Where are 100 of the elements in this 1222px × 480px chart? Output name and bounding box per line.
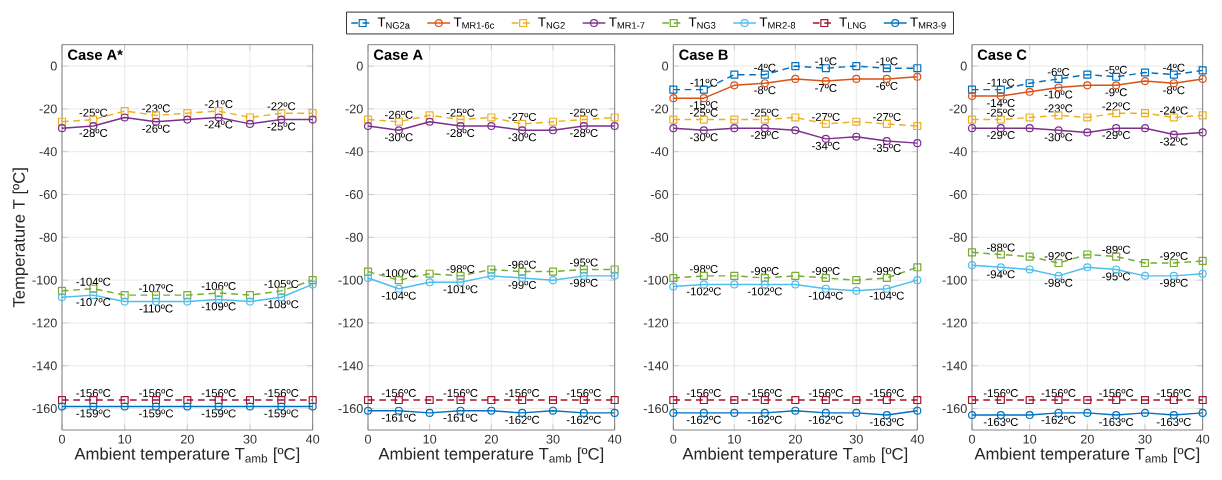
data-label: -4ºC (754, 63, 776, 72)
x-tick-label: 40 (910, 434, 924, 444)
point (967, 410, 977, 420)
point (852, 117, 861, 126)
point (1198, 128, 1207, 137)
point (967, 91, 977, 101)
data-label: -110ºC (139, 304, 173, 313)
point (425, 395, 434, 405)
x-tick-label: 20 (788, 434, 802, 444)
point (967, 248, 977, 257)
point (1083, 81, 1092, 90)
point (913, 64, 922, 73)
point (730, 124, 739, 133)
y-tick-label: -60 (949, 190, 967, 200)
y-tick-label: -120 (643, 318, 669, 328)
y-tick-label: -80 (39, 232, 57, 242)
point (1025, 265, 1034, 274)
point (120, 291, 129, 300)
point (967, 115, 977, 124)
point (1140, 408, 1150, 417)
point (669, 115, 678, 124)
y-tick-label: 0 (356, 61, 363, 71)
data-label: -25ºC (689, 108, 718, 117)
point (425, 278, 434, 287)
point (1083, 263, 1092, 272)
point (1083, 128, 1092, 137)
data-label: -108ºC (264, 300, 299, 309)
legend-label: T$_{NG3}$ (688, 17, 716, 29)
chart-title: Case A* (68, 49, 123, 60)
point (363, 273, 373, 283)
data-label: -5ºC (1105, 65, 1127, 74)
y-tick-label: -40 (345, 147, 363, 157)
x-tick-label: 40 (1195, 434, 1210, 444)
point (363, 121, 373, 131)
point (245, 119, 255, 128)
data-label: -159ºC (139, 409, 174, 418)
data-label: -104ºC (76, 277, 111, 286)
point (487, 406, 496, 415)
point (610, 121, 619, 131)
x-tick-label: 40 (607, 434, 622, 444)
legend-label: T$_{MR1-6c}$ (453, 17, 495, 29)
data-label: -162ºC (686, 415, 721, 424)
data-label: -26ºC (142, 124, 170, 133)
x-tick-label: 20 (484, 434, 498, 444)
data-label: -100ºC (381, 269, 416, 278)
data-label: -99ºC (811, 267, 840, 276)
data-label: -7ºC (815, 84, 837, 93)
legend-label: T$_{MR2-8}$ (759, 17, 796, 29)
y-tick-label: -120 (32, 318, 57, 328)
x-tick-label: 10 (728, 434, 741, 444)
point (610, 265, 619, 274)
point (548, 406, 558, 415)
chart-title: Case B (679, 49, 728, 60)
data-label: -98ºC (1044, 278, 1073, 287)
chart-title: Case A (374, 49, 423, 60)
data-label: -24ºC (1159, 106, 1188, 115)
point (245, 113, 255, 122)
point (730, 115, 739, 124)
data-label: -34ºC (811, 141, 840, 150)
point (967, 124, 977, 133)
y-tick-label: -20 (39, 104, 57, 114)
x-tick-label: 10 (118, 434, 132, 444)
data-label: -98ºC (689, 264, 718, 273)
x-tick-label: 30 (243, 434, 257, 444)
point (245, 402, 255, 411)
point (57, 117, 67, 126)
data-label: -11ºC (987, 78, 1015, 87)
point (791, 280, 800, 289)
x-tick-label: 40 (305, 434, 320, 444)
point (669, 85, 678, 94)
y-tick-label: 0 (662, 61, 669, 71)
data-label: -27ºC (811, 112, 840, 121)
data-label: -26ºC (384, 110, 413, 119)
point (57, 402, 67, 411)
data-label: -159ºC (201, 409, 236, 418)
point (730, 81, 739, 90)
data-label: -162ºC (808, 415, 843, 424)
point (730, 70, 739, 79)
point (308, 280, 317, 289)
data-label: -9ºC (1105, 88, 1127, 97)
point (1025, 79, 1034, 88)
point (1025, 87, 1034, 96)
data-label: -163ºC (1156, 417, 1191, 426)
data-label: -35ºC (872, 143, 901, 152)
y-tick-label: -120 (942, 318, 967, 328)
y-tick-label: -140 (32, 361, 57, 371)
y-tick-label: -160 (32, 404, 57, 414)
point (791, 74, 800, 83)
data-label: -29ºC (1102, 131, 1131, 140)
x-axis-title: Ambient temperature T$_{amb}$ [ºC] (74, 447, 300, 464)
y-tick-label: -60 (39, 190, 57, 200)
point (308, 115, 317, 124)
y-tick-label: -120 (338, 318, 363, 328)
point (183, 115, 192, 124)
point (669, 282, 678, 291)
point (967, 261, 977, 270)
data-label: -161ºC (443, 413, 478, 422)
point (1025, 395, 1034, 405)
data-label: -28ºC (79, 128, 108, 137)
point (791, 406, 800, 415)
